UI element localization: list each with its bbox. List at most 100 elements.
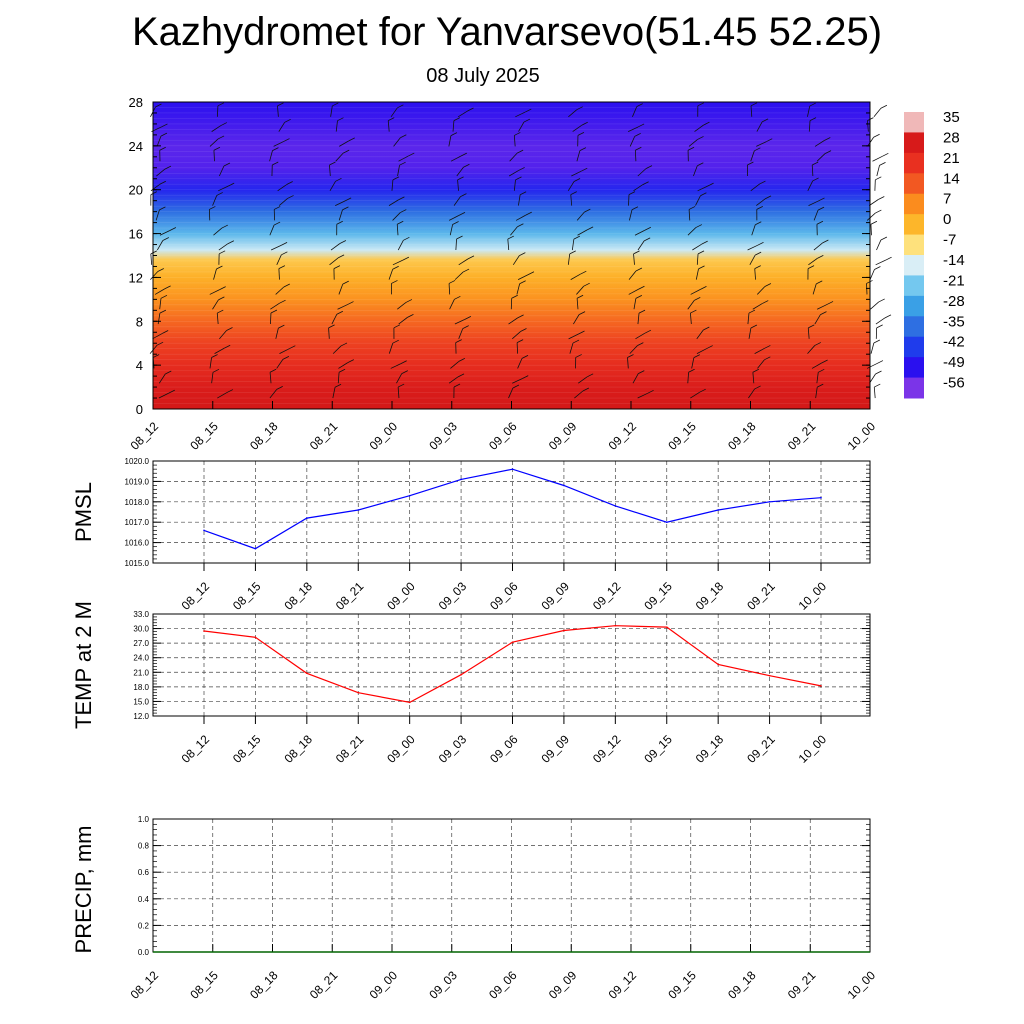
wind-barb <box>159 298 162 310</box>
wind-barb <box>515 214 526 221</box>
wind-barb-flag <box>809 117 817 121</box>
wind-barb-flag <box>514 132 521 136</box>
wind-barb-flag <box>227 240 235 245</box>
wind-barb-flag <box>569 250 576 255</box>
wind-barb <box>329 165 331 177</box>
wind-barb <box>209 357 212 369</box>
colorbar-bin <box>904 377 924 399</box>
wind-barb-flag <box>747 161 754 166</box>
wind-barb <box>398 317 408 325</box>
wind-barb-flag <box>875 209 882 214</box>
wind-barb-flag <box>216 265 223 270</box>
wind-barb-flag <box>817 383 824 388</box>
colorbar-bin <box>904 336 924 358</box>
x-tick-label: 09_03 <box>426 419 460 453</box>
wind-barb <box>391 179 394 191</box>
colorbar-bin <box>904 112 924 133</box>
wind-barb <box>513 135 516 147</box>
wind-barb <box>637 392 648 399</box>
wind-barb-flag <box>164 165 172 170</box>
x-tick-label: 09_18 <box>693 579 727 613</box>
wind-barb-flag <box>876 360 884 364</box>
wind-barb <box>212 195 218 206</box>
wind-barb-flag <box>755 221 762 226</box>
wind-barb <box>517 358 523 369</box>
wind-barb <box>807 345 816 354</box>
wind-barb-flag <box>577 132 585 136</box>
wind-barb <box>814 140 825 147</box>
wind-barb <box>332 345 342 354</box>
wind-barb-flag <box>454 295 461 300</box>
x-tick-label: 09_06 <box>486 968 520 1002</box>
wind-barb-flag <box>527 271 535 276</box>
wind-barb-flag <box>347 359 354 363</box>
wind-barb-flag <box>209 206 216 210</box>
wind-barb-flag <box>338 368 346 373</box>
wind-barb-flag <box>463 163 470 168</box>
wind-barb <box>576 211 585 221</box>
y-tick-label: 1019.0 <box>125 477 150 486</box>
wind-barb-flag <box>583 282 590 287</box>
wind-barb <box>149 344 158 354</box>
wind-barb-flag <box>283 283 290 288</box>
colorbar-label: -42 <box>943 334 965 351</box>
wind-barb-flag <box>634 133 641 137</box>
wind-barb-flag <box>408 152 415 157</box>
wind-barb <box>752 372 755 384</box>
wind-barb <box>807 105 811 117</box>
wind-barb-flag <box>642 181 649 186</box>
data-point <box>306 672 308 675</box>
wind-barb-flag <box>584 208 591 213</box>
wind-barb-flag <box>388 117 395 122</box>
wind-barb <box>633 253 635 265</box>
colorbar-bin <box>904 316 924 338</box>
wind-barb-flag <box>457 176 464 181</box>
wind-barb <box>748 388 755 399</box>
y-tick-label: 0.2 <box>138 921 150 930</box>
wind-barb <box>458 328 464 339</box>
data-point <box>408 701 411 704</box>
wind-barb <box>337 304 348 310</box>
wind-barb-flag <box>282 356 290 360</box>
wind-barb-flag <box>637 123 645 128</box>
wind-barb-flag <box>521 354 529 359</box>
data-point <box>665 626 668 628</box>
data-point <box>820 496 822 499</box>
wind-barb-flag <box>581 121 588 126</box>
colorbar-bin <box>904 214 924 236</box>
wind-barb-flag <box>278 324 285 329</box>
colorbar-bin <box>904 173 924 195</box>
wind-barb <box>756 198 766 206</box>
wind-barb <box>515 111 526 118</box>
wind-barb <box>693 165 698 177</box>
x-tick-label: 08_12 <box>128 968 162 1002</box>
data-point <box>717 509 719 511</box>
wind-barb <box>577 229 588 236</box>
wind-barb <box>866 363 878 369</box>
wind-barb-flag <box>286 181 293 185</box>
data-point <box>203 529 205 532</box>
wind-barb-flag <box>287 195 294 199</box>
x-tick-label: 09_21 <box>744 579 778 613</box>
y-tick-label: 0 <box>136 402 143 417</box>
wind-barb <box>629 136 636 147</box>
x-tick-label: 09_12 <box>590 732 624 766</box>
x-tick-label: 09_09 <box>546 968 580 1002</box>
wind-barb <box>457 110 468 118</box>
wind-barb <box>628 270 637 280</box>
wind-barb <box>335 200 346 206</box>
x-tick-label: 08_15 <box>187 968 221 1002</box>
wind-barb-flag <box>693 354 701 359</box>
wind-barb-flag <box>698 265 705 270</box>
wind-barb-flag <box>812 161 819 166</box>
wind-barb-flag <box>570 191 577 196</box>
wind-barb <box>390 363 401 369</box>
wind-barb <box>513 179 516 191</box>
wind-barb <box>690 289 701 295</box>
colorbar-bin <box>904 193 924 215</box>
wind-barb <box>335 152 344 162</box>
wind-barb <box>449 299 455 310</box>
wind-barb <box>398 155 409 162</box>
wind-barb <box>568 333 579 340</box>
wind-barb-flag <box>884 314 892 319</box>
